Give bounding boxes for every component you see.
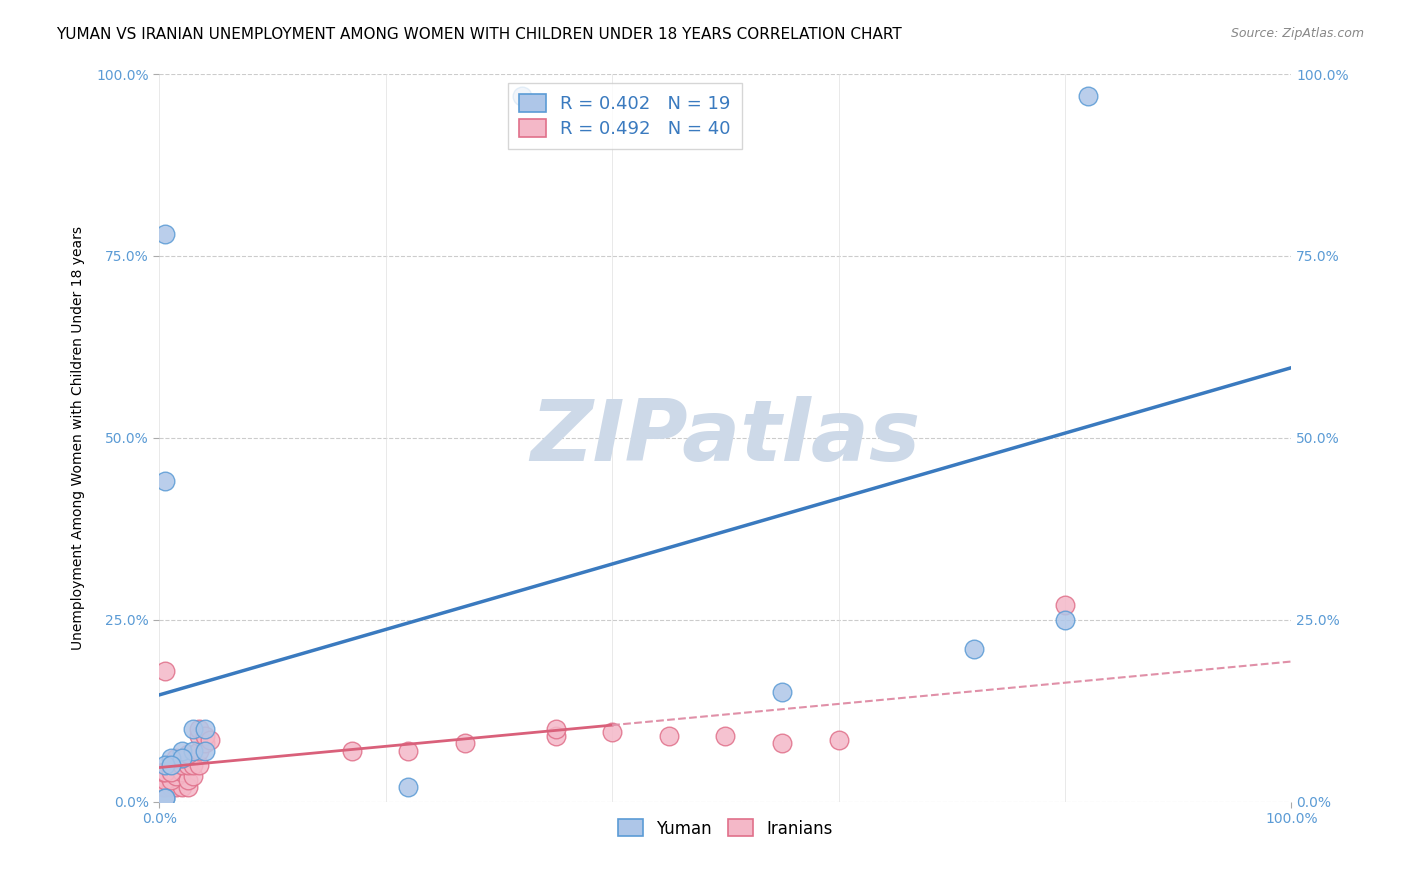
Y-axis label: Unemployment Among Women with Children Under 18 years: Unemployment Among Women with Children U… <box>72 226 86 649</box>
Text: Source: ZipAtlas.com: Source: ZipAtlas.com <box>1230 27 1364 40</box>
Point <box>153 758 176 772</box>
Point <box>153 791 176 805</box>
Point <box>396 780 419 794</box>
Point <box>153 765 176 780</box>
Point <box>194 729 217 743</box>
Point <box>170 744 193 758</box>
Point <box>340 744 363 758</box>
Point <box>170 780 193 794</box>
Point <box>827 732 849 747</box>
Point <box>159 780 181 794</box>
Legend: Yuman, Iranians: Yuman, Iranians <box>612 813 839 844</box>
Point <box>1053 613 1076 627</box>
Point <box>153 780 176 794</box>
Point <box>176 772 198 787</box>
Point <box>153 475 176 489</box>
Point <box>1077 88 1099 103</box>
Point <box>159 765 181 780</box>
Point <box>544 722 567 736</box>
Point <box>188 729 211 743</box>
Point <box>770 685 793 699</box>
Point <box>159 758 181 772</box>
Point <box>188 758 211 772</box>
Point <box>153 227 176 241</box>
Point <box>188 744 211 758</box>
Point <box>963 641 986 656</box>
Point <box>159 751 181 765</box>
Point <box>170 758 193 772</box>
Point <box>159 772 181 787</box>
Point <box>153 772 176 787</box>
Point <box>183 722 205 736</box>
Point <box>454 736 477 750</box>
Point <box>510 88 533 103</box>
Point <box>165 769 187 783</box>
Text: ZIPatlas: ZIPatlas <box>530 396 921 479</box>
Point <box>176 758 198 772</box>
Point <box>183 769 205 783</box>
Point <box>1053 598 1076 612</box>
Point <box>396 744 419 758</box>
Text: YUMAN VS IRANIAN UNEMPLOYMENT AMONG WOMEN WITH CHILDREN UNDER 18 YEARS CORRELATI: YUMAN VS IRANIAN UNEMPLOYMENT AMONG WOME… <box>56 27 903 42</box>
Point <box>183 744 205 758</box>
Point <box>176 780 198 794</box>
Point <box>194 744 217 758</box>
Point <box>600 725 623 739</box>
Point <box>183 758 205 772</box>
Point <box>153 791 176 805</box>
Point <box>194 736 217 750</box>
Point <box>165 751 187 765</box>
Point <box>176 747 198 762</box>
Point <box>153 664 176 678</box>
Point <box>170 751 193 765</box>
Point <box>544 729 567 743</box>
Point <box>152 780 174 794</box>
Point <box>770 736 793 750</box>
Point <box>188 722 211 736</box>
Point <box>165 780 187 794</box>
Point <box>170 751 193 765</box>
Point <box>152 765 174 780</box>
Point <box>170 765 193 780</box>
Point <box>200 732 222 747</box>
Point <box>714 729 737 743</box>
Point <box>658 729 681 743</box>
Point <box>194 722 217 736</box>
